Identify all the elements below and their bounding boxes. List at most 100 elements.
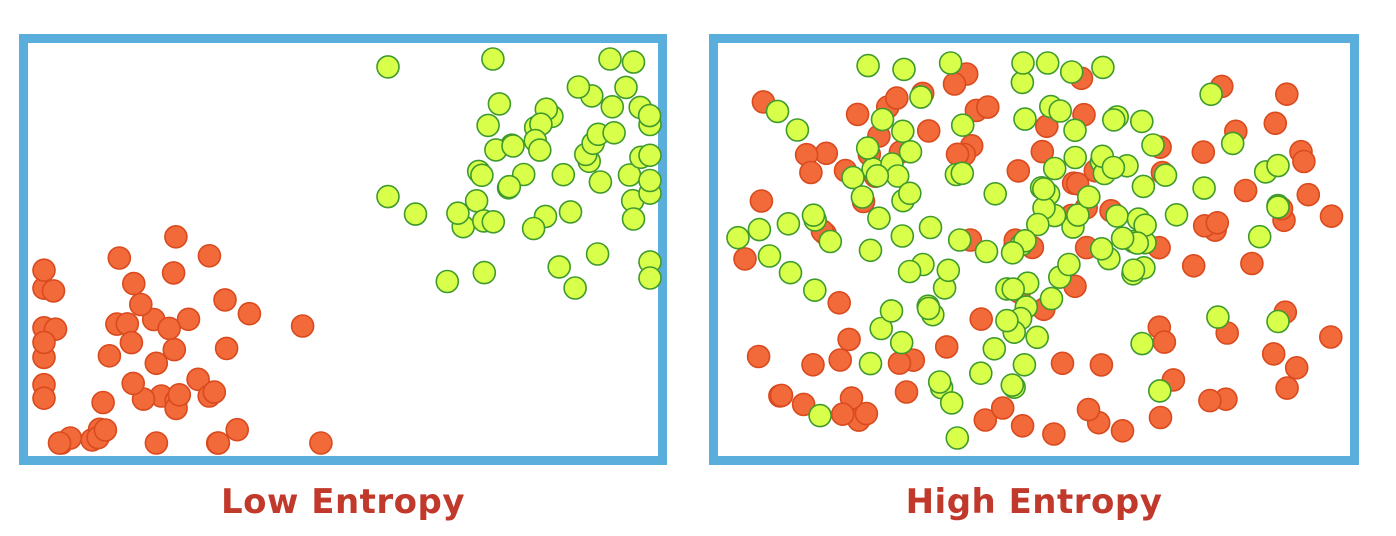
orange-particle — [97, 343, 122, 368]
green-particle — [869, 316, 893, 341]
green-particle — [470, 163, 494, 188]
green-particle — [598, 47, 622, 71]
green-particle — [858, 351, 883, 376]
green-particle — [638, 266, 662, 290]
orange-particle — [122, 271, 146, 296]
high-entropy-panel — [709, 34, 1359, 465]
orange-particle — [32, 386, 56, 411]
green-particle — [1025, 325, 1050, 350]
green-particle — [867, 206, 891, 230]
green-particle — [778, 260, 803, 285]
green-particle — [435, 269, 460, 294]
green-particle — [637, 103, 662, 128]
green-particle — [1266, 309, 1290, 334]
orange-particle — [1274, 82, 1299, 107]
orange-particle — [1148, 405, 1173, 430]
green-particle — [983, 182, 1008, 206]
orange-particle — [854, 401, 879, 426]
orange-particle — [121, 371, 145, 396]
orange-particle — [47, 431, 72, 455]
orange-particle — [916, 119, 941, 143]
green-particle — [1025, 212, 1050, 237]
orange-particle — [290, 314, 315, 338]
green-particle — [889, 330, 914, 355]
orange-particle — [309, 431, 333, 455]
orange-particle — [161, 261, 186, 285]
green-particle — [527, 138, 552, 162]
orange-particle — [1152, 330, 1177, 354]
green-particle — [1121, 258, 1146, 282]
high-entropy-caption: High Entropy — [905, 482, 1163, 522]
orange-particle — [1042, 422, 1066, 446]
green-particle — [621, 207, 646, 231]
orange-particle — [1006, 159, 1031, 183]
green-particle — [1110, 226, 1135, 250]
orange-particle — [827, 290, 851, 315]
orange-particle — [973, 408, 998, 432]
orange-particle — [1292, 149, 1316, 174]
green-particle — [476, 113, 500, 138]
orange-particle — [799, 160, 823, 185]
green-particle — [726, 225, 750, 250]
orange-particle — [733, 247, 757, 271]
green-particle — [1101, 108, 1126, 132]
green-particle — [870, 107, 895, 132]
orange-particle — [1319, 204, 1344, 228]
green-particle — [558, 200, 583, 224]
green-particle — [916, 296, 941, 321]
orange-particle — [1284, 355, 1309, 380]
orange-particle — [830, 402, 855, 427]
green-particle — [1011, 51, 1035, 75]
green-particle — [1220, 131, 1245, 156]
orange-particle — [214, 336, 239, 361]
orange-particle — [1318, 325, 1343, 349]
orange-particle — [749, 189, 774, 213]
green-particle — [968, 361, 993, 386]
orange-particle — [828, 348, 852, 372]
green-particle — [1048, 99, 1073, 123]
green-particle — [376, 184, 400, 209]
green-particle — [897, 259, 922, 284]
green-particle — [1091, 55, 1115, 80]
green-particle — [497, 174, 522, 199]
green-particle — [1039, 286, 1064, 311]
green-particle — [1147, 379, 1172, 403]
green-particle — [600, 94, 625, 119]
green-particle — [481, 210, 506, 234]
orange-particle — [1010, 413, 1035, 438]
orange-particle — [969, 307, 994, 331]
green-particle — [938, 51, 963, 75]
green-particle — [939, 391, 964, 415]
low-entropy-particles — [32, 47, 662, 455]
orange-particle — [107, 246, 132, 270]
orange-particle — [119, 330, 144, 355]
orange-particle — [144, 351, 169, 376]
green-particle — [1101, 155, 1126, 180]
green-particle — [856, 53, 880, 78]
green-particle — [551, 162, 576, 187]
green-particle — [614, 75, 638, 100]
green-particle — [801, 203, 826, 227]
orange-particle — [167, 382, 192, 407]
orange-particle — [32, 258, 56, 282]
orange-particle — [1089, 353, 1114, 377]
orange-particle — [225, 417, 249, 442]
green-particle — [472, 260, 497, 285]
green-particle — [1247, 224, 1272, 249]
orange-particle — [990, 396, 1015, 420]
orange-particle — [1110, 418, 1135, 443]
green-particle — [563, 276, 587, 300]
orange-particle — [157, 316, 181, 341]
orange-particle — [837, 327, 861, 352]
green-particle — [487, 92, 512, 116]
orange-particle — [237, 301, 262, 326]
orange-particle — [1076, 397, 1101, 422]
green-particle — [521, 216, 546, 241]
green-particle — [808, 403, 832, 428]
orange-particle — [162, 337, 187, 362]
green-particle — [918, 215, 943, 240]
green-particle — [1066, 203, 1090, 227]
low-entropy-panel — [19, 34, 667, 465]
green-particle — [776, 212, 801, 236]
orange-particle — [1261, 342, 1286, 366]
